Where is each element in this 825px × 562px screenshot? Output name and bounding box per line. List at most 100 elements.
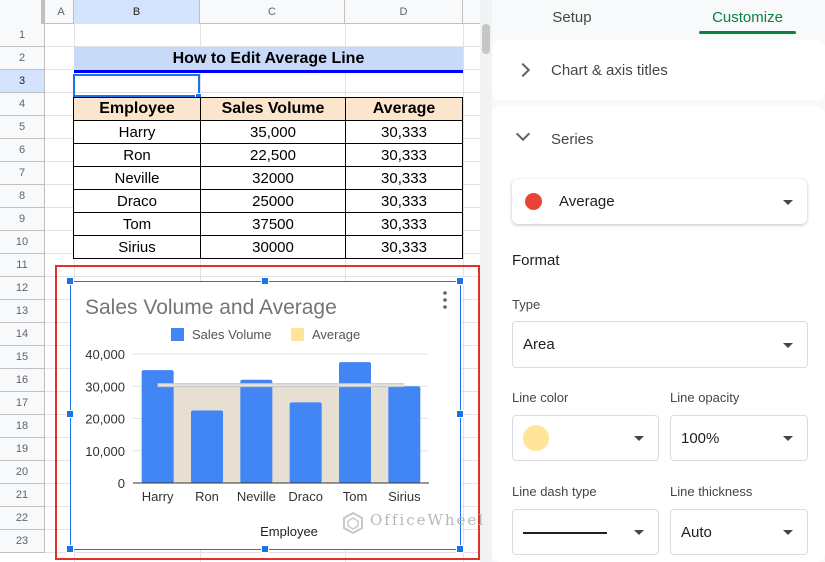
line-thickness-select[interactable]: Auto — [670, 509, 808, 555]
chevron-down-icon[interactable] — [515, 126, 531, 142]
type-select[interactable]: Area — [512, 321, 808, 368]
table-cell[interactable]: Ron — [73, 143, 201, 167]
y-tick-label: 30,000 — [85, 379, 125, 394]
series-select[interactable]: Average — [512, 179, 807, 224]
table-cell[interactable]: 30,333 — [345, 120, 463, 144]
row-header[interactable]: 23 — [0, 530, 45, 553]
legend-label: Average — [312, 327, 360, 342]
line-dash-select[interactable] — [512, 509, 659, 555]
type-select-value: Area — [523, 336, 555, 353]
y-tick-label: 0 — [118, 476, 125, 491]
section-chart-axis-titles[interactable]: Chart & axis titles — [492, 40, 825, 100]
section-title-series: Series — [551, 131, 594, 148]
x-tick-label: Harry — [142, 489, 174, 504]
table-cell[interactable]: 35,000 — [200, 120, 346, 144]
table-cell[interactable]: 30,333 — [345, 166, 463, 190]
row-header[interactable]: 8 — [0, 185, 45, 208]
line-color-swatch — [523, 425, 549, 451]
row-header[interactable]: 11 — [0, 254, 45, 277]
table-cell[interactable]: 30,333 — [345, 143, 463, 167]
column-header-c[interactable]: C — [200, 0, 345, 24]
column-header-b[interactable]: B — [74, 0, 200, 24]
table-cell[interactable]: 30,333 — [345, 235, 463, 259]
table-cell[interactable]: Harry — [73, 120, 201, 144]
select-all-corner[interactable] — [0, 0, 45, 24]
table-cell[interactable]: 25000 — [200, 189, 346, 213]
sheet-title[interactable]: How to Edit Average Line — [74, 47, 463, 73]
row-header[interactable]: 19 — [0, 438, 45, 461]
bar-sirius — [388, 386, 421, 483]
resize-handle-top-left[interactable] — [66, 277, 74, 285]
table-cell[interactable]: 30,333 — [345, 189, 463, 213]
chart-menu-icon[interactable] — [443, 291, 447, 309]
row-header[interactable]: 17 — [0, 392, 45, 415]
resize-handle-bottom-left[interactable] — [66, 545, 74, 553]
selected-cell-b3[interactable] — [73, 74, 200, 97]
row-header[interactable]: 7 — [0, 162, 45, 185]
line-opacity-select[interactable]: 100% — [670, 415, 808, 461]
tab-setup[interactable]: Setup — [552, 9, 592, 26]
resize-handle-left[interactable] — [66, 410, 74, 418]
row-header[interactable]: 22 — [0, 507, 45, 530]
row-header[interactable]: 18 — [0, 415, 45, 438]
row-header[interactable]: 10 — [0, 231, 45, 254]
caret-down-icon — [634, 530, 644, 535]
row-header[interactable]: 9 — [0, 208, 45, 231]
row-header[interactable]: 16 — [0, 369, 45, 392]
line-color-select[interactable] — [512, 415, 659, 461]
gridline — [45, 92, 480, 93]
row-header[interactable]: 4 — [0, 93, 45, 116]
resize-handle-bottom[interactable] — [261, 545, 269, 553]
type-label: Type — [512, 297, 541, 312]
line-dash-label: Line dash type — [512, 484, 597, 499]
row-header[interactable]: 21 — [0, 484, 45, 507]
chart-plot-area: 0 10,000 20,000 30,000 40,000 Harry Ron Neville… — [85, 347, 429, 504]
row-header[interactable]: 3 — [0, 70, 45, 93]
row-header[interactable]: 5 — [0, 116, 45, 139]
spreadsheet-grid[interactable]: A B C D 1 2 3 4 5 6 7 8 9 10 11 12 13 14 15 16 17 18 19 20 2… — [0, 0, 480, 562]
table-cell[interactable]: 32000 — [200, 166, 346, 190]
scrollbar-thumb[interactable] — [482, 24, 490, 54]
vertical-scrollbar[interactable] — [480, 0, 492, 562]
table-header-cell[interactable]: Employee — [73, 97, 201, 121]
row-header[interactable]: 6 — [0, 139, 45, 162]
row-header[interactable]: 20 — [0, 461, 45, 484]
line-opacity-value: 100% — [681, 429, 720, 447]
row-header[interactable]: 2 — [0, 47, 45, 70]
caret-down-icon — [783, 436, 793, 441]
table-cell[interactable]: Draco — [73, 189, 201, 213]
x-tick-label: Ron — [195, 489, 219, 504]
bar-harry — [141, 370, 174, 483]
row-header[interactable]: 12 — [0, 277, 45, 300]
table-header-cell[interactable]: Average — [345, 97, 463, 121]
column-header-a[interactable]: A — [49, 0, 74, 24]
table-cell[interactable]: 37500 — [200, 212, 346, 236]
resize-handle-right[interactable] — [456, 410, 464, 418]
officewheel-logo-icon — [343, 512, 363, 534]
y-tick-label: 10,000 — [85, 444, 125, 459]
y-tick-label: 20,000 — [85, 412, 125, 427]
resize-handle-top-right[interactable] — [456, 277, 464, 285]
table-cell[interactable]: 30,333 — [345, 212, 463, 236]
chart-object[interactable]: Sales Volume and Average Sales Volume Ave… — [70, 281, 461, 550]
resize-handle-top[interactable] — [261, 277, 269, 285]
resize-handle-bottom-right[interactable] — [456, 545, 464, 553]
solid-line-icon — [523, 532, 607, 534]
chart-svg: Sales Volume and Average Sales Volume Ave… — [85, 291, 447, 539]
table-cell[interactable]: 30000 — [200, 235, 346, 259]
table-header-cell[interactable]: Sales Volume — [200, 97, 346, 121]
tab-customize[interactable]: Customize — [712, 9, 783, 26]
line-thickness-value: Auto — [681, 523, 712, 541]
caret-down-icon — [783, 530, 793, 535]
row-header[interactable]: 13 — [0, 300, 45, 323]
table-cell[interactable]: Neville — [73, 166, 201, 190]
watermark-text: OfficeWheel — [370, 511, 486, 529]
x-tick-label: Tom — [343, 489, 368, 504]
column-header-d[interactable]: D — [345, 0, 463, 24]
table-cell[interactable]: Tom — [73, 212, 201, 236]
row-header[interactable]: 1 — [0, 24, 45, 47]
row-header[interactable]: 15 — [0, 346, 45, 369]
row-header[interactable]: 14 — [0, 323, 45, 346]
table-cell[interactable]: Sirius — [73, 235, 201, 259]
table-cell[interactable]: 22,500 — [200, 143, 346, 167]
